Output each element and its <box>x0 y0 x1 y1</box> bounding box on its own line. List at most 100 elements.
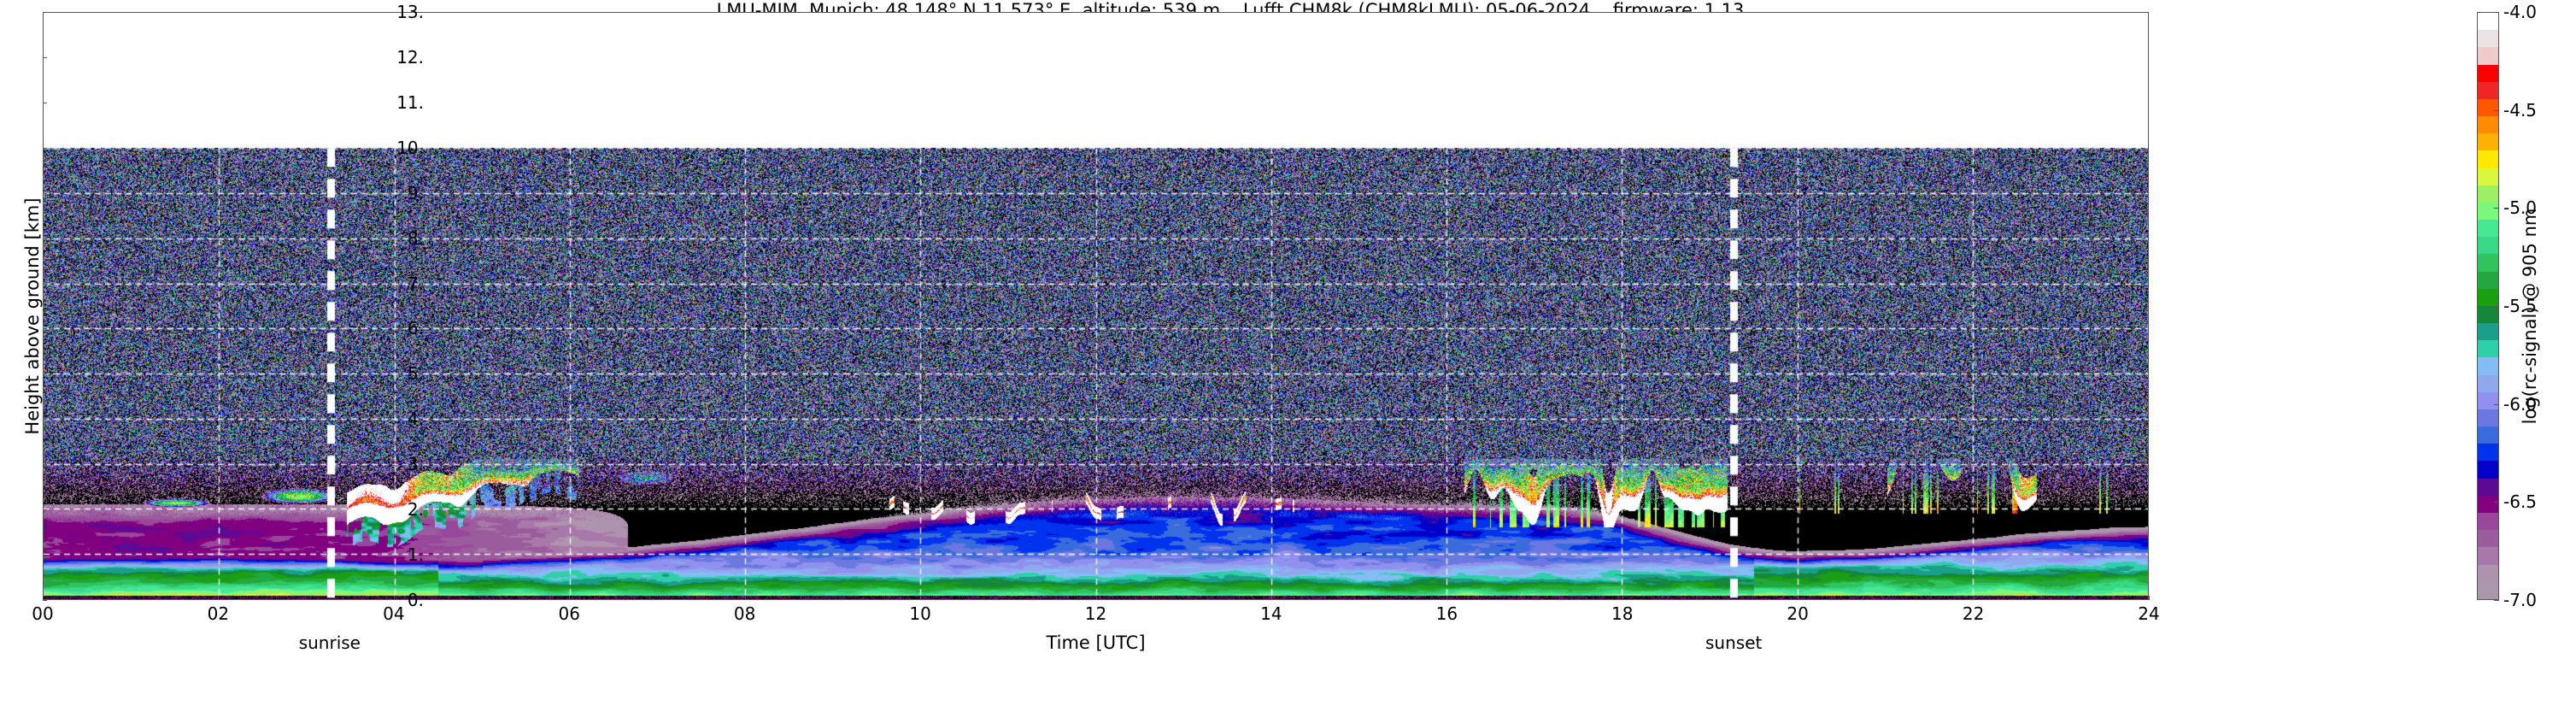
colorbar-band <box>2478 564 2498 582</box>
x-tick-mark <box>43 596 44 600</box>
colorbar-tick-label: -7.0 <box>2503 590 2538 610</box>
y-tick-mark <box>43 192 47 194</box>
y-tick-label: 11. <box>396 91 424 113</box>
colorbar-band <box>2478 150 2498 168</box>
x-tick-mark <box>1095 596 1097 600</box>
x-tick-mark <box>1270 596 1272 600</box>
colorbar-band <box>2478 220 2498 238</box>
x-tick-mark <box>2149 596 2150 600</box>
colorbar-band <box>2478 391 2498 409</box>
colorbar-band <box>2478 168 2498 185</box>
colorbar-tick-mark <box>2494 403 2499 405</box>
colorbar-tick-label: -6.5 <box>2503 491 2538 513</box>
x-tick-mark <box>1973 596 1975 600</box>
colorbar-band <box>2478 47 2498 65</box>
y-tick-label: 13. <box>396 2 424 22</box>
y-tick-mark <box>43 147 47 149</box>
colorbar-band <box>2478 374 2498 392</box>
y-tick-mark <box>43 600 47 601</box>
x-tick-mark <box>218 596 220 600</box>
y-axis-label: Height above ground [km] <box>22 197 43 435</box>
x-tick-mark <box>920 596 922 600</box>
colorbar-band <box>2478 547 2498 565</box>
x-tick-label: 16 <box>1435 603 1458 624</box>
y-tick-mark <box>43 555 47 556</box>
colorbar-tick-label: -5.5 <box>2503 296 2538 316</box>
colorbar-band <box>2478 512 2498 531</box>
y-tick-mark <box>43 238 47 239</box>
colorbar-band <box>2478 427 2498 444</box>
y-tick-label: 2. <box>407 499 424 521</box>
colorbar-band <box>2478 237 2498 255</box>
backscatter-heatmap[interactable] <box>44 13 2148 599</box>
colorbar-band <box>2478 288 2498 306</box>
x-tick-label: 20 <box>1787 603 1809 624</box>
colorbar-band <box>2478 133 2498 151</box>
plot-axes[interactable] <box>43 12 2149 600</box>
y-tick-label: 6. <box>407 318 424 339</box>
colorbar-band <box>2478 461 2498 479</box>
colorbar-tick-mark <box>2494 208 2499 209</box>
x-axis-label: Time [UTC] <box>1046 632 1146 653</box>
y-tick-label: 1. <box>407 544 424 566</box>
y-tick-label: 12. <box>396 46 424 68</box>
event-label-sunrise: sunrise <box>298 632 361 653</box>
x-tick-label: 10 <box>909 603 931 624</box>
y-tick-label: 5. <box>407 363 424 385</box>
y-tick-label: 9. <box>407 182 424 203</box>
y-tick-mark <box>43 328 47 330</box>
colorbar-tick-label: -5.0 <box>2503 197 2538 219</box>
y-tick-mark <box>43 509 47 511</box>
y-tick-label: 4. <box>407 409 424 430</box>
colorbar-band <box>2478 495 2498 513</box>
x-tick-label: 14 <box>1260 603 1282 624</box>
colorbar-band <box>2478 323 2498 341</box>
x-tick-label: 02 <box>207 603 230 624</box>
y-tick-mark <box>43 464 47 466</box>
colorbar-band <box>2478 202 2498 221</box>
colorbar-band <box>2478 116 2498 134</box>
x-tick-label: 00 <box>32 603 54 624</box>
x-tick-mark <box>393 596 395 600</box>
colorbar-tick-mark <box>2494 600 2499 601</box>
x-tick-label: 22 <box>1962 603 1985 624</box>
y-tick-label: 0. <box>407 590 424 610</box>
colorbar[interactable] <box>2477 12 2499 600</box>
y-tick-label: 3. <box>407 454 424 475</box>
colorbar-tick-label: -4.0 <box>2503 2 2538 22</box>
colorbar-band <box>2478 305 2498 324</box>
colorbar-band <box>2478 581 2498 599</box>
event-label-sunset: sunset <box>1705 632 1763 653</box>
y-tick-label: 7. <box>407 273 424 294</box>
y-tick-mark <box>43 56 47 58</box>
x-tick-mark <box>1446 596 1448 600</box>
colorbar-tick-label: -6.0 <box>2503 393 2538 415</box>
x-tick-mark <box>569 596 571 600</box>
colorbar-band <box>2478 271 2498 289</box>
x-tick-mark <box>1798 596 1799 600</box>
x-tick-label: 18 <box>1611 603 1634 624</box>
y-tick-mark <box>43 283 47 285</box>
colorbar-band <box>2478 530 2498 548</box>
colorbar-band <box>2478 98 2498 117</box>
colorbar-band <box>2478 444 2498 462</box>
colorbar-band <box>2478 357 2498 375</box>
colorbar-band <box>2478 64 2498 82</box>
colorbar-band <box>2478 340 2498 358</box>
y-tick-label: 8. <box>407 227 424 249</box>
x-tick-mark <box>744 596 746 600</box>
x-tick-mark <box>1622 596 1623 600</box>
colorbar-tick-label: -4.5 <box>2503 99 2538 121</box>
x-tick-label: 12 <box>1084 603 1107 624</box>
colorbar-tick-mark <box>2494 306 2499 307</box>
x-tick-label: 06 <box>558 603 580 624</box>
y-tick-label: 10. <box>396 137 424 158</box>
colorbar-band <box>2478 13 2498 31</box>
colorbar-band <box>2478 185 2498 203</box>
x-tick-label: 24 <box>2138 603 2160 624</box>
y-tick-mark <box>43 419 47 421</box>
colorbar-tick-mark <box>2494 502 2499 503</box>
colorbar-tick-mark <box>2494 12 2499 13</box>
x-tick-label: 08 <box>733 603 756 624</box>
